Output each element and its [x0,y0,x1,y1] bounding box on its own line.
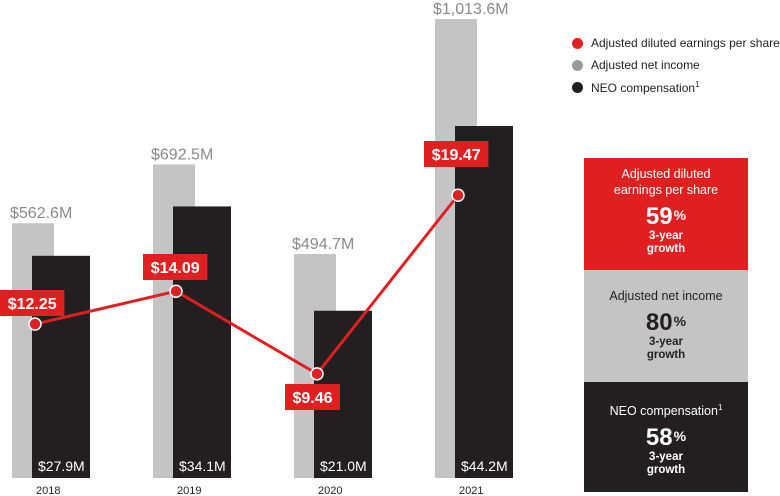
legend-label-eps: Adjusted diluted earnings per share [591,36,780,50]
growth-panel-eps-sub2: growth [646,243,686,255]
category-label-2019: 2019 [177,485,201,496]
growth-panel-neo-sub1: 3-year [649,451,683,464]
growth-panel-eps-title: Adjusted diluted earnings per share [613,167,719,197]
label-neo-2019: $34.1M [179,458,226,474]
category-label-2021: 2021 [459,485,483,496]
growth-panel-net-income-percent: 80% [584,310,748,336]
growth-panel-neo-sub2: growth [646,464,686,477]
legend-swatch-eps [572,37,583,49]
growth-panel-eps: Adjusted diluted earnings per share 59% … [584,158,748,270]
growth-panel-net-income-value: 80 [645,309,673,336]
label-eps-2021: $19.47 [432,147,481,164]
footnote-marker: 1 [695,80,700,89]
label-net-income-2020: $494.7M [292,236,354,253]
label-neo-2018: $27.9M [38,458,85,474]
point-eps-2019 [169,284,183,298]
growth-panel-neo-title-text: NEO compensation [609,404,718,419]
category-label-2020: 2020 [318,485,342,496]
point-eps-2018 [28,317,42,331]
label-box-eps-2021 [424,141,489,167]
legend-swatch-net-income [572,59,583,71]
legend-label-net-income: Adjusted net income [591,58,700,72]
label-box-eps-2019 [143,254,208,280]
label-neo-2021: $44.2M [461,458,508,474]
label-net-income-2021: $1,013.6M [433,1,509,18]
percent-sign: % [673,207,687,223]
growth-panel-net-income-title: Adjusted net income [609,289,723,303]
growth-panel-eps-sub1: 3-year [649,230,683,242]
label-eps-2018: $12.25 [8,296,57,313]
label-eps-2019: $14.09 [151,260,200,277]
label-eps-2020: $9.46 [292,390,332,407]
point-eps-2020 [310,367,324,381]
line-eps [34,194,460,376]
percent-sign: % [673,313,687,329]
category-label-2018: 2018 [36,485,60,496]
legend-label-neo: NEO compensation1 [591,80,700,95]
footnote-marker: 1 [717,403,723,412]
earnings-chart: $562.6M $27.9M 2018 $692.5M $34.1M 2019 $494.7… [0,1,513,496]
percent-sign: % [673,428,687,445]
label-neo-2020: $21.0M [320,458,367,474]
growth-panel-net-income-sub2: growth [646,349,686,361]
growth-panel-eps-value: 59 [645,203,673,230]
label-net-income-2019: $692.5M [151,146,213,163]
legend-item-neo: NEO compensation1 [572,80,700,95]
growth-panel-neo: NEO compensation1 58% 3-year growth [584,382,748,492]
label-box-eps-2020 [285,384,340,410]
legend-item-eps: Adjusted diluted earnings per share [572,36,780,50]
legend-label-neo-text: NEO compensation [591,81,696,95]
growth-panel-neo-title: NEO compensation1 [584,400,748,419]
growth-panel-neo-percent: 58% [584,425,748,451]
label-box-eps-2018 [0,290,65,316]
growth-panel-net-income-sub1: 3-year [649,336,683,348]
bar-neo-2019 [173,206,231,478]
growth-panel-net-income: Adjusted net income 80% 3-year growth [584,270,748,382]
bar-neo-2018 [32,255,90,478]
label-net-income-2018: $562.6M [10,205,72,222]
legend-item-net-income: Adjusted net income [572,58,700,72]
point-eps-2021 [451,188,465,203]
growth-panel-eps-percent: 59% [584,204,748,230]
growth-panel-neo-value: 58 [645,424,673,452]
bar-neo-2021 [455,126,513,478]
legend-swatch-neo [572,82,583,93]
